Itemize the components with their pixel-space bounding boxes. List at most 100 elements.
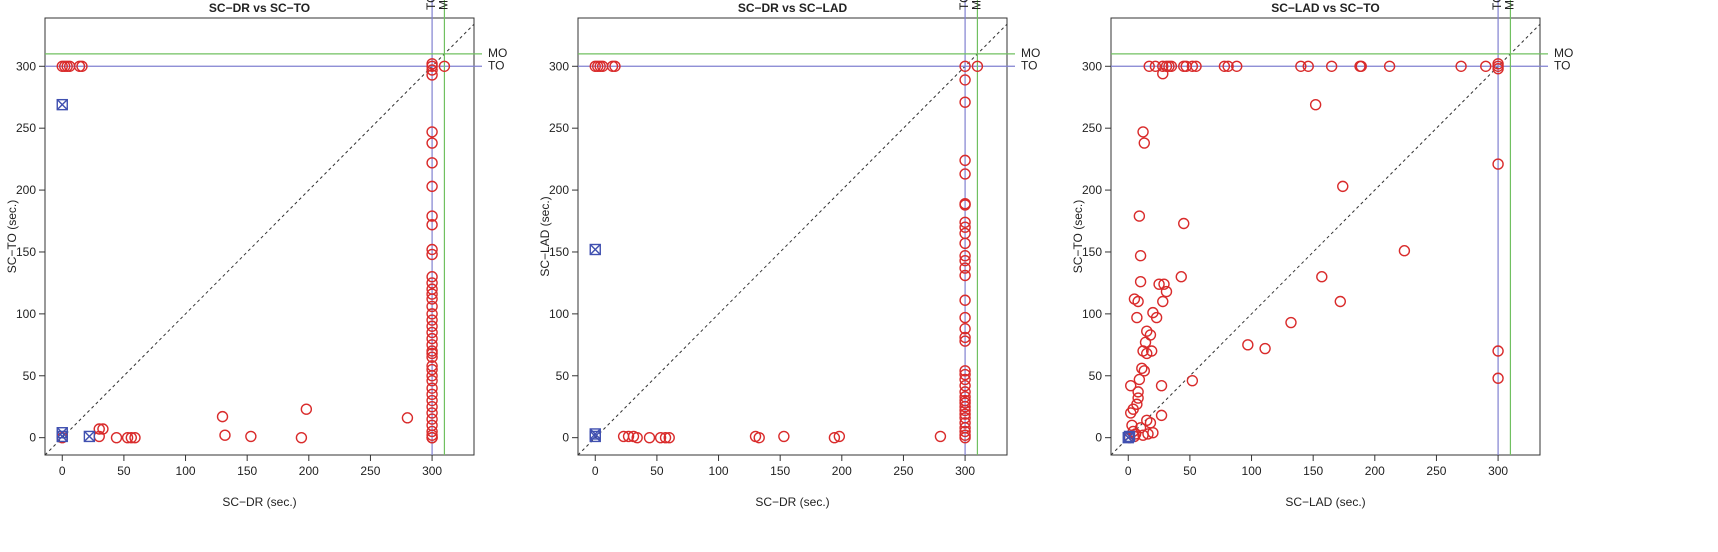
x-tick-label: 250: [1426, 464, 1446, 478]
panel: SC−DR vs SC−LAD SC−DR (sec.) SC−LAD (sec.)…: [538, 0, 1040, 509]
point: [426, 425, 438, 438]
point: [959, 154, 971, 167]
point-box: [83, 430, 96, 443]
point: [1150, 311, 1163, 324]
point: [828, 431, 841, 444]
point: [216, 410, 229, 423]
point: [1133, 210, 1146, 222]
y-tick-label: 150: [1082, 245, 1102, 259]
point: [1157, 295, 1169, 308]
point: [959, 221, 971, 233]
point: [1136, 362, 1148, 375]
point: [1157, 68, 1169, 80]
point: [654, 431, 667, 444]
point: [426, 300, 438, 313]
y-tick-label: 0: [1095, 431, 1102, 445]
point-box: [589, 430, 601, 443]
x-tick-label: 200: [299, 464, 319, 478]
x-tick-label: 0: [592, 464, 599, 478]
point: [1125, 379, 1137, 392]
point: [1175, 271, 1187, 283]
y-tick-label: 300: [1082, 59, 1102, 73]
panel: SC−LAD vs SC−TO SC−LAD (sec.) SC−TO (sec.)…: [1071, 0, 1573, 509]
point: [1138, 137, 1150, 149]
ref-label-right: TO: [1554, 58, 1570, 72]
point: [959, 425, 971, 438]
point: [959, 237, 971, 250]
point: [1155, 409, 1168, 422]
y-tick-label: 250: [549, 121, 569, 135]
ref-label-top: TO: [424, 0, 438, 10]
point: [1132, 386, 1144, 398]
x-tick-label: 150: [770, 464, 790, 478]
point: [1158, 278, 1170, 290]
point: [1137, 126, 1149, 138]
x-tick-label: 200: [832, 464, 852, 478]
point: [426, 243, 438, 256]
box-x: [589, 244, 601, 255]
y-axis-label: SC−TO (sec.): [1071, 200, 1085, 273]
x-tick-label: 150: [237, 464, 257, 478]
point: [1141, 347, 1153, 360]
point: [1316, 271, 1328, 283]
y-tick-label: 150: [16, 245, 36, 259]
point: [1143, 60, 1155, 72]
x-tick-label: 250: [360, 464, 380, 478]
point: [959, 379, 971, 392]
x-tick-label: 100: [176, 464, 196, 478]
diagonal: [1110, 23, 1541, 456]
point: [1492, 372, 1504, 384]
point: [426, 413, 438, 425]
box: [1123, 430, 1136, 443]
point: [959, 262, 971, 274]
point: [1141, 325, 1153, 337]
point: [426, 180, 438, 193]
point: [631, 431, 643, 444]
point: [401, 412, 414, 424]
x-tick-label: 100: [709, 464, 729, 478]
point: [426, 293, 438, 305]
y-tick-label: 250: [16, 121, 36, 135]
ref-label-top: TO: [957, 0, 971, 10]
y-tick-label: 0: [29, 431, 36, 445]
x-tick-label: 300: [422, 464, 442, 478]
point: [609, 60, 621, 72]
point: [1355, 60, 1367, 72]
point: [1398, 245, 1411, 257]
x-tick-label: 50: [650, 464, 664, 478]
point: [959, 323, 971, 335]
y-tick-label: 50: [23, 369, 37, 383]
point: [1132, 392, 1144, 404]
y-tick-label: 200: [549, 183, 569, 197]
point: [1138, 365, 1150, 377]
point: [1492, 345, 1504, 357]
point: [959, 331, 971, 344]
y-axis-label: SC−TO (sec.): [5, 200, 19, 273]
point: [1231, 60, 1243, 72]
point: [426, 219, 438, 231]
point: [1285, 316, 1297, 329]
x-tick-label: 250: [893, 464, 913, 478]
y-tick-label: 200: [1082, 183, 1102, 197]
point: [959, 311, 971, 324]
point: [959, 417, 971, 429]
point: [426, 401, 438, 413]
diagonal: [44, 23, 475, 456]
point: [959, 386, 971, 398]
ref-label-top: MO: [969, 0, 983, 10]
point: [1480, 60, 1492, 72]
box-x: [83, 430, 95, 442]
plot-frame: [577, 17, 1008, 456]
diagonal: [577, 23, 1008, 456]
point: [1186, 375, 1199, 387]
x-axis-label: SC−DR (sec.): [222, 495, 296, 509]
point: [778, 430, 790, 443]
point: [426, 363, 438, 376]
point: [1165, 60, 1178, 72]
y-tick-label: 150: [549, 245, 569, 259]
point-box: [589, 243, 601, 256]
point: [1190, 60, 1202, 72]
point: [426, 157, 438, 169]
point: [622, 430, 635, 443]
point: [1160, 285, 1173, 298]
